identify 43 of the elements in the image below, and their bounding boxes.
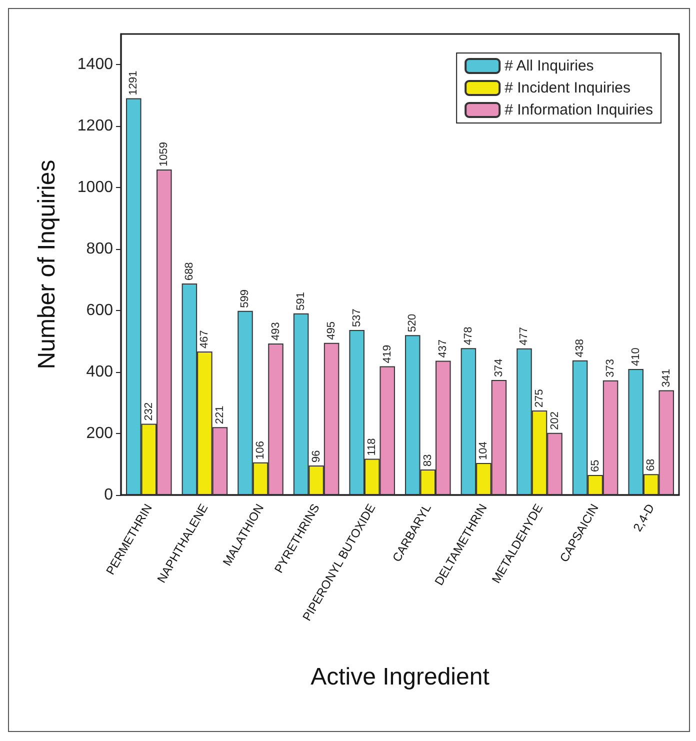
x-axis-title: Active Ingredient — [310, 664, 490, 690]
data-label: 438 — [574, 339, 586, 358]
data-label: 1059 — [158, 142, 170, 167]
data-label: 341 — [660, 368, 672, 388]
data-label: 83 — [422, 454, 434, 466]
data-label: 688 — [183, 262, 196, 281]
y-axis-title: Number of Inquiries — [34, 160, 60, 370]
y-tick-label: 1200 — [77, 118, 114, 135]
data-label: 1291 — [128, 70, 140, 96]
data-label: 437 — [437, 339, 450, 358]
y-tick-label: 800 — [86, 240, 114, 258]
data-label: 478 — [462, 326, 474, 346]
data-label: 221 — [214, 406, 226, 424]
data-label: 599 — [239, 290, 252, 308]
legend-label: # Information Inquiries — [504, 102, 654, 118]
data-label: 202 — [548, 412, 561, 430]
data-label: 275 — [534, 389, 546, 408]
data-label: 419 — [381, 344, 394, 364]
data-label: 68 — [645, 458, 658, 472]
data-label: 65 — [589, 460, 602, 472]
y-tick-label: 600 — [86, 302, 114, 320]
data-label: 96 — [310, 450, 322, 462]
data-label: 104 — [478, 442, 490, 460]
data-label: 495 — [326, 322, 338, 340]
data-label: 520 — [406, 314, 419, 332]
data-label: 232 — [142, 402, 155, 421]
data-label: 537 — [350, 308, 363, 327]
data-label: 374 — [492, 358, 505, 378]
y-tick-label: 400 — [86, 364, 114, 381]
legend-label: # Incident Inquiries — [504, 80, 631, 96]
y-tick-label: 200 — [86, 425, 114, 442]
data-label: 373 — [604, 359, 617, 378]
data-label: 118 — [366, 438, 378, 456]
data-label: 467 — [198, 330, 211, 348]
y-tick-label: 1400 — [77, 56, 114, 74]
y-tick-label: 1000 — [77, 179, 114, 196]
legend-label: # All Inquiries — [504, 58, 594, 74]
data-label: 591 — [295, 292, 308, 310]
data-label: 410 — [630, 348, 642, 366]
data-label: 477 — [518, 327, 530, 346]
y-tick-label: 0 — [104, 486, 114, 504]
data-label: 106 — [254, 441, 266, 460]
data-label: 493 — [270, 322, 282, 340]
